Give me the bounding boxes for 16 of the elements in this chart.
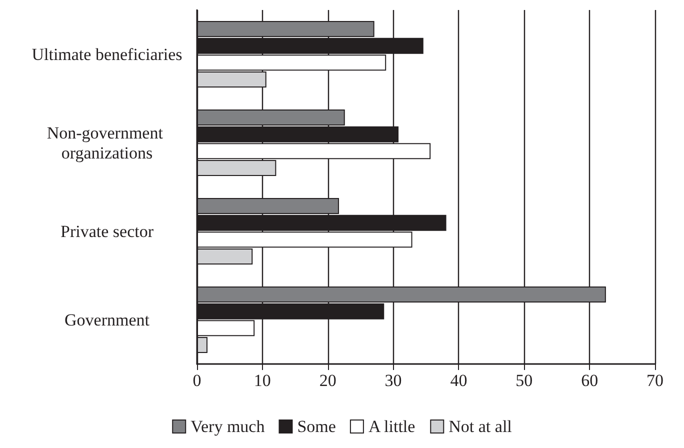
y-tick-label: Ultimate beneficiaries — [32, 44, 182, 64]
x-tick-label: 10 — [254, 371, 271, 390]
x-tick-label: 0 — [192, 371, 202, 390]
legend-label: Not at all — [448, 417, 512, 436]
y-tick-label: Government — [64, 310, 150, 330]
x-tick-label: 40 — [450, 371, 468, 390]
legend-label: Some — [297, 417, 336, 436]
x-tick-label: 70 — [646, 371, 664, 390]
y-tick-label: Private sector — [60, 222, 154, 241]
x-tick-label: 30 — [384, 371, 402, 390]
x-tick-label: 60 — [581, 371, 598, 390]
x-tick-label: 20 — [319, 371, 336, 390]
x-tick-label: 50 — [516, 371, 533, 390]
y-tick-label: Non-government organizations — [46, 123, 168, 162]
legend-label: Very much — [190, 417, 266, 436]
legend-label: A little — [368, 417, 416, 436]
